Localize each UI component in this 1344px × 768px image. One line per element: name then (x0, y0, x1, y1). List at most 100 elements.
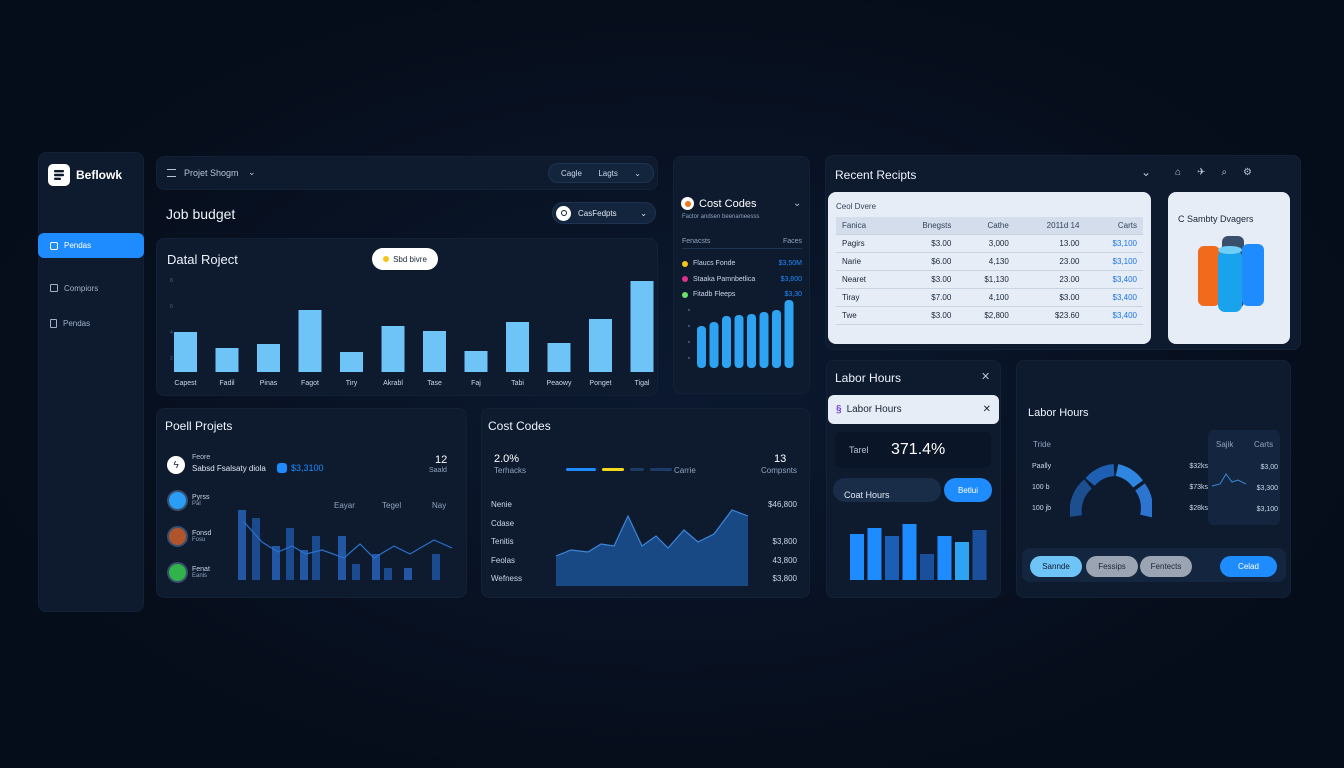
project-menu-label[interactable]: Projet Shogm (184, 168, 239, 178)
cost-hours-input[interactable]: Coat Hours (833, 478, 941, 502)
recent-receipts-panel: Recent Recipts ⌄ ⌂ ✈ ⌕ ⚙ Ceol Dvere Fani… (825, 155, 1301, 350)
person-text: Pyrss Pal (192, 494, 210, 507)
table-header[interactable]: Cathe (957, 217, 1015, 235)
table-cell: $23.60 (1014, 306, 1086, 325)
bar[interactable] (759, 312, 769, 368)
list-item[interactable]: Wefness $3,800 (491, 574, 797, 583)
trend-line (1212, 473, 1246, 487)
list-item[interactable]: Pyrss Pal (167, 490, 210, 511)
bar[interactable] (432, 554, 440, 580)
bar[interactable] (784, 300, 794, 368)
sidebar-item-pendas-2[interactable]: Pendas (38, 313, 144, 333)
bar[interactable] (372, 554, 380, 580)
y-tick-label: 8 (170, 278, 173, 284)
bar[interactable] (772, 310, 781, 368)
sidebar-item-label: Pendas (63, 318, 91, 328)
item-value: $3,30 (784, 291, 802, 299)
bar[interactable] (709, 322, 719, 368)
bar[interactable] (506, 322, 529, 372)
bar[interactable] (384, 568, 392, 580)
bar[interactable] (257, 344, 280, 372)
bar[interactable] (630, 281, 654, 372)
status-badge[interactable]: Sbd bivre (372, 248, 438, 270)
bar[interactable] (902, 524, 917, 580)
close-icon[interactable]: ✕ (981, 371, 991, 383)
bar[interactable] (850, 534, 864, 580)
table-header[interactable]: Fanica (836, 217, 893, 235)
bar[interactable] (920, 554, 934, 580)
table-cell: Nearet (836, 270, 893, 289)
list-item[interactable]: Fonsd Fosu (167, 526, 211, 547)
sidebar-item-pendas[interactable]: Pendas (38, 233, 144, 258)
bar[interactable] (340, 352, 363, 372)
table-header[interactable]: Carts (1085, 217, 1143, 235)
bar[interactable] (404, 568, 412, 580)
bar[interactable] (174, 332, 197, 372)
table-cell: 23.00 (1014, 252, 1086, 271)
bar[interactable] (722, 316, 731, 368)
bar[interactable] (300, 550, 308, 580)
list-item[interactable]: Fenat Eanls (167, 562, 210, 583)
bar[interactable] (286, 528, 294, 580)
card-title: Poell Projets (165, 419, 233, 433)
bar[interactable] (972, 530, 987, 580)
table-row[interactable]: Tiray $7.00 4,100 $3.00 $3,400 (836, 288, 1143, 307)
bar[interactable] (589, 319, 612, 372)
settings-icon[interactable]: ⚙ (1243, 167, 1253, 178)
bar[interactable] (885, 536, 899, 580)
bar[interactable] (955, 542, 969, 580)
select-label: CasFedpts (578, 208, 617, 218)
chevron-down-icon[interactable]: ⌄ (248, 167, 256, 177)
filter-button[interactable]: Sannde (1030, 556, 1082, 577)
chevron-down-icon[interactable]: ⌄ (1141, 165, 1152, 179)
bar[interactable] (937, 536, 952, 580)
bar[interactable] (338, 536, 346, 580)
bar[interactable] (272, 546, 280, 580)
primary-button[interactable]: Betlui (944, 478, 992, 502)
home-icon[interactable]: ⌂ (1175, 167, 1182, 178)
bird-icon[interactable]: ✈ (1197, 167, 1206, 178)
table-row[interactable]: Narie $6.00 4,130 23.00 $3,100 (836, 252, 1143, 271)
labor-hours-panel-a: Labor Hours ✕ § Labor Hours ✕ Tarel 371.… (826, 360, 1001, 598)
chevron-down-icon[interactable]: ⌄ (793, 198, 802, 209)
list-item[interactable]: Fitadb Fleeps $3,30 (682, 287, 802, 303)
sidebar: Beflowk Pendas Compiors Pendas (38, 152, 144, 612)
primary-button[interactable]: Celad (1220, 556, 1277, 577)
menu-icon[interactable] (167, 169, 176, 177)
table-row[interactable]: Nearet $3.00 $1,130 23.00 $3,400 (836, 270, 1143, 289)
list-item[interactable]: Flaucs Fonde $3,50M (682, 256, 802, 272)
bar[interactable] (747, 314, 756, 368)
bar[interactable] (464, 351, 488, 372)
topbar-toggle[interactable]: Cagle Lagts ⌄ (548, 163, 654, 183)
bar[interactable] (352, 564, 360, 580)
search-icon[interactable]: ⌕ (1221, 167, 1228, 178)
tab-labor-hours[interactable]: § Labor Hours ✕ (828, 395, 999, 424)
bar[interactable] (867, 528, 882, 580)
bar[interactable] (734, 315, 744, 368)
bar[interactable] (423, 331, 446, 372)
bar[interactable] (697, 326, 706, 368)
list-item[interactable]: Tenitis $3,800 (491, 537, 797, 546)
list-item[interactable]: Cdase (491, 519, 797, 528)
list-item[interactable]: Nenie $46,800 (491, 500, 797, 509)
filter-button[interactable]: Fentects (1140, 556, 1192, 577)
list-item[interactable]: Feolas 43,800 (491, 556, 797, 565)
cost-codes-header[interactable]: Cost Codes (681, 197, 756, 210)
table-row[interactable]: Pagirs $3.00 3,000 13.00 $3,100 (836, 234, 1143, 253)
bar[interactable] (238, 510, 246, 580)
job-budget-select[interactable]: CasFedpts ⌄ (552, 202, 656, 224)
sidebar-item-compiors[interactable]: Compiors (38, 278, 144, 298)
table-row[interactable]: Twe $3.00 $2,800 $23.60 $3,400 (836, 306, 1143, 325)
filter-button[interactable]: Fessips (1086, 556, 1138, 577)
logo[interactable]: Beflowk (48, 164, 122, 186)
bar[interactable] (312, 536, 320, 580)
summary-row[interactable]: ϟ Feore Sabsd Fsalsaty diola $3,3100 12 … (167, 454, 453, 478)
bar[interactable] (215, 348, 239, 372)
table-header[interactable]: Bnegsts (892, 217, 958, 235)
list-item[interactable]: Staaka Pamnbetlica $3,800 (682, 272, 802, 288)
bar[interactable] (547, 343, 571, 372)
table-header[interactable]: 2011d 14 (1014, 217, 1086, 235)
bar[interactable] (252, 518, 260, 580)
bar[interactable] (381, 326, 405, 372)
bar[interactable] (298, 310, 322, 372)
